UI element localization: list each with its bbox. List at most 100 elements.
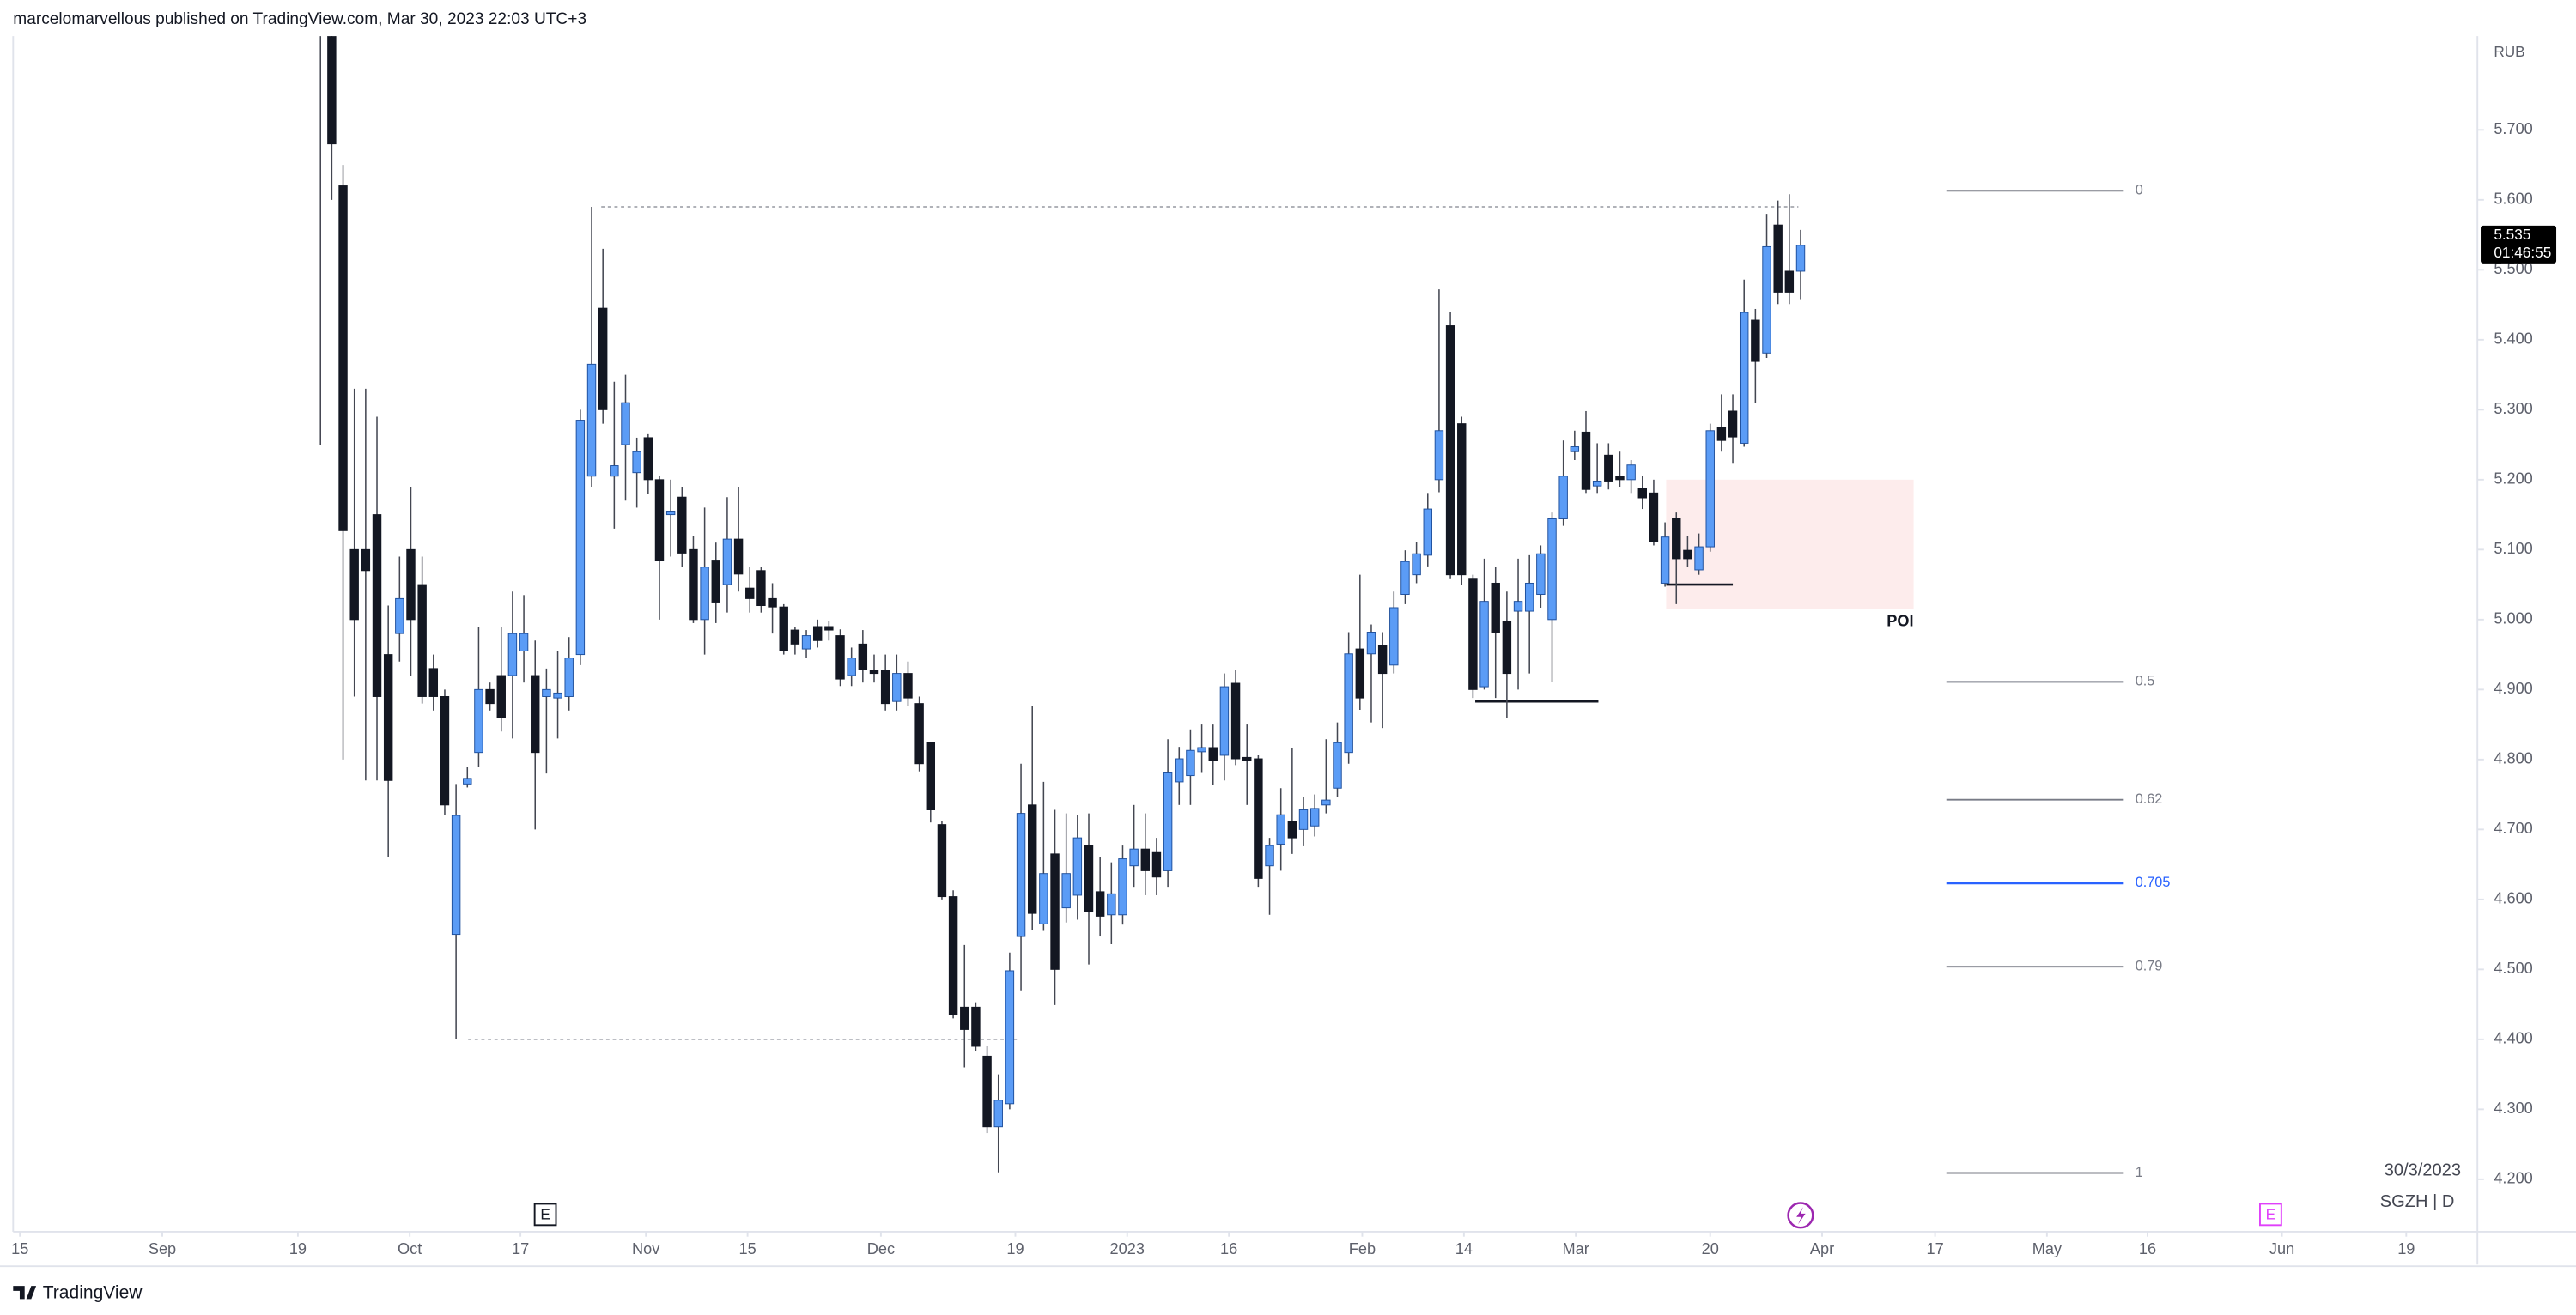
- candle-body: [1265, 845, 1274, 867]
- candle-body: [812, 626, 823, 641]
- candle-body: [1637, 488, 1647, 499]
- date-label: 30/3/2023: [2385, 1160, 2461, 1179]
- event-marker: [533, 1203, 557, 1227]
- candle-body: [598, 307, 608, 410]
- candle-body: [1457, 423, 1467, 576]
- countdown-label: 01:46:55: [2494, 244, 2551, 261]
- x-tick-label: May: [2032, 1240, 2063, 1257]
- candle-body: [892, 673, 902, 702]
- candle-body: [914, 703, 924, 765]
- candle-body: [1276, 814, 1285, 845]
- candle-body: [745, 587, 755, 599]
- candle-body: [610, 465, 619, 477]
- candle-body: [1039, 873, 1048, 924]
- y-tick-label: 5.600: [2494, 191, 2532, 208]
- candle-body: [665, 511, 676, 516]
- candle-body: [1107, 893, 1116, 916]
- candle-body: [1524, 582, 1534, 612]
- candle-body: [586, 363, 597, 477]
- candle-body: [1739, 312, 1749, 444]
- candle-body: [1716, 427, 1727, 441]
- candle-body: [417, 584, 427, 697]
- candle-body: [643, 437, 653, 481]
- candle-body: [1287, 821, 1297, 839]
- fib-level-label: 0.62: [2136, 791, 2163, 807]
- candle-body: [1683, 549, 1692, 560]
- x-tick-label: Sep: [149, 1240, 176, 1257]
- x-tick-label: Dec: [867, 1240, 895, 1257]
- candle-body: [1751, 319, 1760, 362]
- x-tick-label: 2023: [1110, 1240, 1145, 1257]
- candle-body: [847, 658, 856, 676]
- fib-level-label: 0.79: [2136, 959, 2163, 974]
- candle-body: [496, 675, 506, 718]
- fib-level-label: 0.705: [2136, 875, 2171, 890]
- event-label: E: [2266, 1205, 2275, 1222]
- candle-body: [733, 538, 744, 575]
- y-tick-label: 5.500: [2494, 260, 2532, 277]
- candle-body: [1694, 546, 1704, 571]
- candle-body: [463, 778, 472, 785]
- x-tick-label: 16: [1220, 1240, 1237, 1257]
- candle-body: [948, 896, 958, 1015]
- candle-body: [756, 570, 766, 607]
- footer-brand: TradingView: [43, 1282, 143, 1302]
- candle-body: [1163, 772, 1173, 871]
- candle-body: [654, 479, 665, 561]
- y-tick-label: 4.700: [2494, 820, 2532, 837]
- candle-body: [1118, 858, 1127, 916]
- candle-body: [722, 538, 732, 585]
- candle-body: [1592, 480, 1602, 487]
- lightning-event: [1787, 1202, 1814, 1229]
- candle-body: [1547, 518, 1557, 621]
- candle-body: [711, 560, 720, 603]
- candle-body: [1705, 430, 1715, 548]
- candle-body: [869, 670, 879, 675]
- candle-body: [1298, 809, 1309, 830]
- candle-body: [1615, 476, 1625, 481]
- candle-body: [1389, 607, 1399, 666]
- candle-body: [1140, 848, 1151, 871]
- candle-body: [1016, 813, 1026, 937]
- candle-body: [485, 688, 495, 705]
- candle-body: [440, 696, 450, 806]
- x-tick-label: Jun: [2269, 1240, 2294, 1257]
- header: marcelomarvellous published on TradingVi…: [13, 10, 586, 28]
- candle-body: [1434, 430, 1444, 481]
- candle-body: [428, 668, 439, 697]
- candle-body: [1728, 410, 1738, 438]
- last-price-label: 5.535: [2494, 226, 2530, 243]
- x-tick-label: 17: [512, 1240, 529, 1257]
- candle-body: [395, 597, 404, 634]
- candle-body: [1795, 245, 1806, 272]
- candle-body: [1649, 492, 1659, 542]
- candle-body: [960, 1006, 969, 1030]
- y-tick-label: 4.300: [2494, 1100, 2532, 1117]
- candle-body: [937, 824, 947, 898]
- candle-body: [1344, 653, 1353, 754]
- candle-body: [338, 185, 348, 531]
- candle-body: [349, 548, 359, 621]
- candle-body: [1400, 561, 1410, 595]
- x-tick-label: Feb: [1349, 1240, 1376, 1257]
- candle-body: [1377, 645, 1388, 675]
- candle-body: [768, 597, 777, 608]
- candle-body: [1005, 970, 1015, 1105]
- candle-body: [1175, 758, 1184, 783]
- candle-body: [982, 1055, 992, 1128]
- candle-body: [700, 567, 709, 621]
- y-tick-label: 5.100: [2494, 540, 2532, 557]
- candle-body: [1581, 431, 1591, 490]
- candle-body: [689, 548, 698, 621]
- candle-body: [1219, 686, 1230, 756]
- x-tick-label: 19: [1006, 1240, 1024, 1257]
- candle-body: [1197, 747, 1206, 753]
- candle-body: [621, 402, 630, 445]
- currency-label: RUB: [2494, 43, 2524, 60]
- candle-body: [971, 1006, 981, 1047]
- x-tick-label: Oct: [398, 1240, 422, 1257]
- candle-body: [1502, 620, 1512, 675]
- y-tick-label: 5.700: [2494, 120, 2532, 137]
